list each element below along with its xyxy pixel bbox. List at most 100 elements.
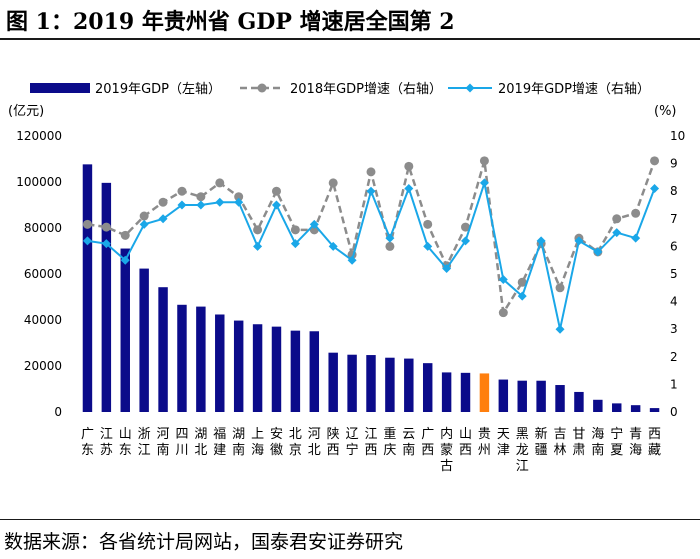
bar	[309, 331, 320, 412]
point-2018-growth	[290, 225, 300, 235]
point-2019-growth	[196, 200, 206, 210]
bar	[574, 391, 584, 412]
point-2019-growth	[234, 197, 244, 207]
chart-title: 图 1：2019 年贵州省 GDP 增速居全国第 2	[6, 9, 455, 35]
point-2019-growth	[650, 183, 660, 193]
point-2019-growth	[517, 291, 527, 301]
point-2019-growth	[290, 239, 300, 249]
category-label: 新疆	[535, 426, 548, 458]
right-tick-label: 0	[670, 405, 678, 419]
bar	[177, 304, 187, 412]
bar-series	[82, 164, 660, 412]
category-label: 北京	[289, 427, 302, 458]
category-label: 宁夏	[610, 426, 623, 458]
point-2018-growth	[215, 178, 225, 188]
category-label: 辽宁	[346, 427, 359, 458]
bar	[82, 164, 93, 412]
right-tick-label: 2	[670, 350, 678, 364]
right-axis-unit: (%)	[654, 104, 677, 119]
bar	[630, 405, 641, 412]
bar	[139, 268, 149, 412]
point-2019-growth	[158, 214, 168, 224]
point-2019-growth	[555, 324, 565, 334]
point-2018-growth	[253, 225, 263, 235]
point-2019-growth	[631, 233, 641, 243]
point-2019-growth	[479, 178, 489, 188]
right-tick-label: 1	[670, 377, 678, 391]
point-2019-growth	[328, 241, 338, 251]
bar	[612, 403, 622, 412]
category-label: 吉林	[554, 427, 567, 458]
bar	[555, 385, 565, 412]
bar	[649, 408, 660, 412]
point-2019-growth	[404, 183, 414, 193]
point-2019-growth	[461, 236, 471, 246]
legend: 2019年GDP（左轴） 2018年GDP增速（右轴） 2019年GDP增速（右轴）	[30, 82, 650, 97]
point-2018-growth	[101, 222, 111, 232]
point-2018-growth	[461, 222, 471, 232]
category-label: 广西	[421, 427, 434, 458]
point-2018-growth	[234, 192, 244, 202]
point-2019-growth	[366, 186, 376, 196]
title-rule	[0, 38, 700, 40]
legend-label: 2018年GDP增速（右轴）	[290, 82, 442, 97]
left-axis-unit: (亿元)	[8, 104, 44, 119]
legend-label: 2019年GDP（左轴）	[95, 82, 221, 97]
point-2019-growth	[309, 219, 319, 229]
legend-marker-2019	[465, 83, 475, 93]
point-2019-growth	[82, 236, 92, 246]
category-label: 黑龙江	[516, 427, 529, 474]
left-tick-label: 80000	[24, 221, 62, 235]
right-tick-label: 4	[670, 295, 678, 309]
bar	[441, 372, 452, 412]
category-label: 天津	[497, 427, 510, 458]
line-series	[82, 156, 660, 334]
right-tick-label: 10	[670, 129, 685, 143]
chart: 2019年GDP（左轴） 2018年GDP增速（右轴） 2019年GDP增速（右轴）…	[8, 82, 685, 474]
category-label: 西藏	[648, 427, 661, 458]
category-label: 湖北	[194, 427, 207, 458]
source-rule	[0, 519, 700, 520]
point-2018-growth	[82, 219, 92, 229]
category-label: 河南	[157, 427, 170, 458]
point-2019-growth	[574, 236, 584, 246]
bar	[158, 287, 168, 412]
bar	[517, 380, 527, 412]
category-label: 重庆	[383, 426, 396, 458]
right-tick-label: 6	[670, 239, 678, 253]
point-2019-growth	[271, 200, 281, 210]
bar	[422, 363, 433, 412]
category-label: 山西	[459, 427, 472, 458]
point-2018-growth	[271, 186, 281, 196]
left-tick-label: 40000	[24, 313, 62, 327]
bar	[271, 326, 282, 412]
category-label: 江西	[364, 427, 377, 458]
bar	[593, 399, 603, 412]
bar	[233, 320, 244, 412]
point-2019-growth	[498, 275, 508, 285]
point-2018-growth	[139, 211, 149, 221]
left-tick-label: 120000	[16, 129, 62, 143]
category-label: 福建	[213, 427, 226, 458]
point-2019-growth	[101, 239, 111, 249]
point-2019-growth	[442, 263, 452, 273]
right-tick-label: 8	[670, 184, 678, 198]
left-tick-label: 60000	[24, 267, 62, 281]
category-label: 甘肃	[572, 427, 585, 458]
bar	[536, 380, 546, 412]
point-2018-growth	[177, 186, 187, 196]
bar	[479, 373, 490, 412]
point-2019-growth	[593, 247, 603, 257]
point-2018-growth	[479, 156, 489, 166]
bar	[385, 357, 395, 412]
legend-swatch-bar	[30, 83, 90, 93]
bar	[328, 352, 338, 412]
category-label: 河北	[308, 427, 321, 458]
line-2018-growth	[87, 160, 656, 317]
point-2018-growth	[612, 214, 622, 224]
bar	[101, 182, 112, 412]
point-2018-growth	[498, 308, 508, 318]
point-2019-growth	[612, 228, 622, 238]
bar	[215, 314, 225, 412]
bar	[196, 306, 206, 412]
